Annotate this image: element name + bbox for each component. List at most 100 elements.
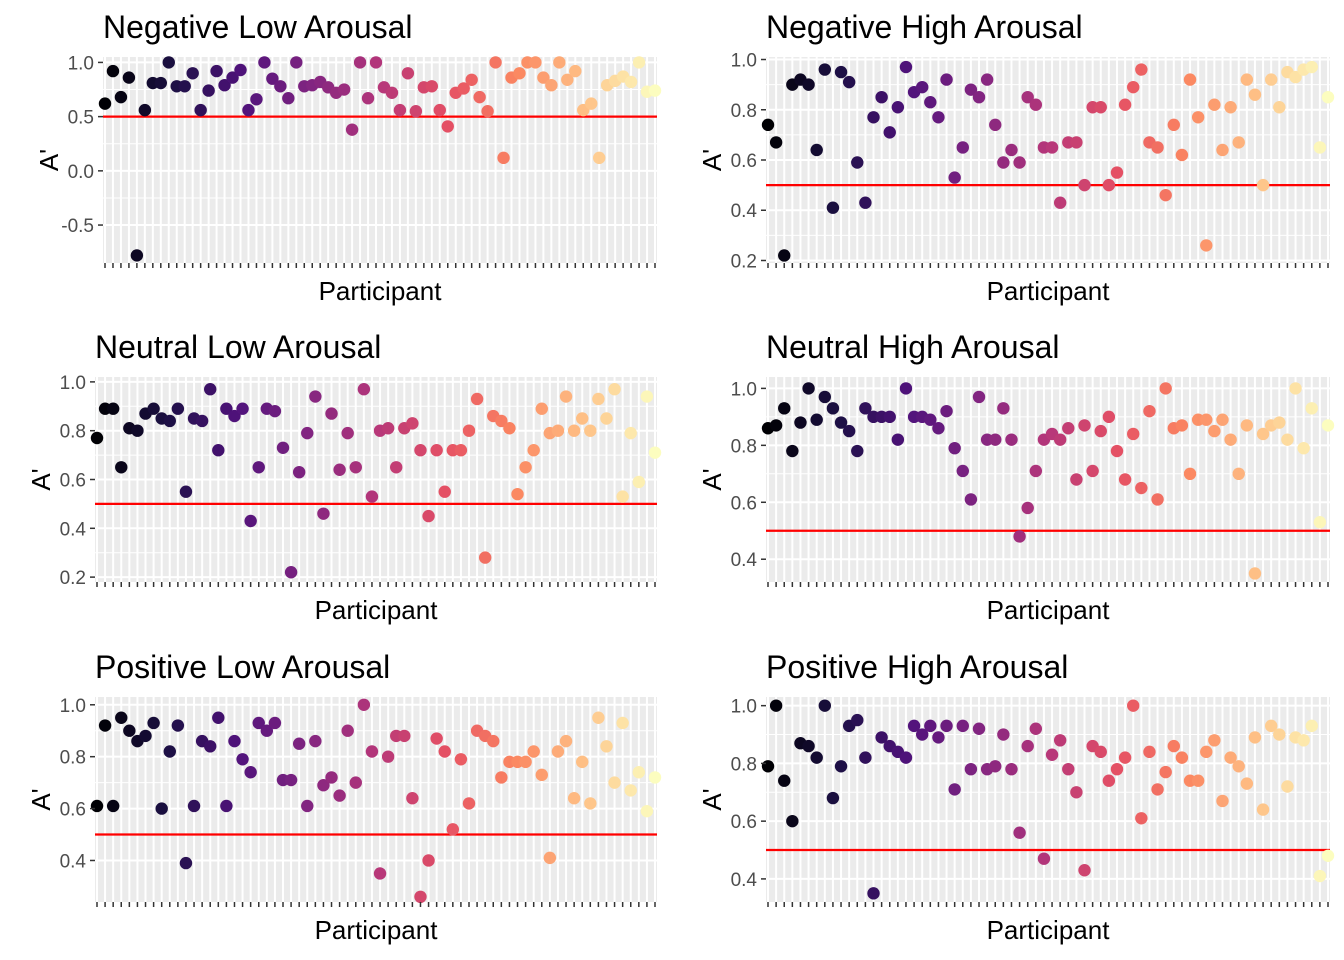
data-point [1013, 826, 1026, 839]
data-point [818, 390, 832, 404]
data-point [899, 60, 913, 74]
data-point [1127, 699, 1140, 712]
data-point [576, 412, 589, 425]
data-point [924, 719, 937, 733]
data-point [527, 444, 540, 457]
x-axis-label: Participant [315, 915, 439, 945]
data-point [1062, 422, 1075, 435]
data-point [90, 431, 104, 445]
data-point [349, 461, 362, 474]
data-point [106, 64, 120, 78]
y-tick-label: 0.2 [60, 568, 86, 589]
data-point [284, 773, 298, 787]
data-point [624, 75, 638, 89]
data-point [290, 56, 303, 69]
data-point [1273, 416, 1286, 429]
data-point [924, 96, 937, 109]
data-point [171, 402, 185, 415]
data-point [1135, 812, 1148, 825]
data-point [948, 171, 961, 184]
data-point [252, 716, 265, 730]
data-point [1208, 424, 1221, 438]
data-point [851, 156, 864, 169]
data-point [1281, 780, 1294, 793]
data-point [365, 490, 379, 503]
data-point [778, 249, 791, 262]
data-point [1151, 493, 1164, 506]
data-point [535, 402, 548, 415]
data-point [924, 413, 937, 426]
data-point [1005, 433, 1018, 446]
data-point [430, 444, 443, 457]
data-point [1005, 762, 1018, 776]
data-point [778, 774, 791, 787]
data-point [567, 792, 581, 805]
data-point [155, 802, 168, 815]
data-point [385, 86, 399, 99]
data-point [769, 699, 783, 712]
data-point [956, 141, 969, 154]
data-point [274, 80, 287, 93]
data-point [195, 414, 209, 428]
data-point [551, 745, 565, 758]
y-tick-label: 0.5 [68, 108, 94, 129]
data-point [282, 92, 295, 105]
data-point [916, 80, 929, 94]
data-point [810, 751, 823, 764]
data-point [438, 745, 451, 758]
data-point [1183, 467, 1197, 481]
data-point [115, 711, 128, 724]
data-point [406, 417, 419, 430]
data-point [481, 105, 494, 118]
data-point [337, 83, 351, 96]
data-point [1167, 739, 1180, 753]
y-tick-label: 0.8 [731, 101, 757, 122]
data-point [106, 799, 120, 813]
data-point [365, 745, 379, 758]
data-point [228, 734, 241, 748]
data-point [349, 776, 362, 789]
data-point [997, 156, 1010, 169]
data-point [592, 711, 605, 724]
data-point [1264, 719, 1278, 733]
data-point [236, 402, 249, 415]
data-point [1029, 722, 1043, 735]
panel-title: Neutral High Arousal [766, 329, 1059, 365]
data-point [1110, 444, 1124, 458]
data-point [972, 90, 986, 104]
data-point [608, 776, 621, 789]
data-point [593, 151, 606, 165]
data-point [600, 740, 613, 753]
data-point [535, 768, 548, 782]
data-point [608, 383, 621, 396]
data-point [810, 143, 823, 157]
data-point [454, 444, 468, 457]
panel-title: Negative High Arousal [766, 9, 1083, 45]
data-point [409, 105, 423, 118]
data-point [373, 867, 387, 880]
data-point [1200, 239, 1213, 252]
data-point [1159, 765, 1172, 779]
data-point [90, 799, 104, 813]
data-point [875, 731, 888, 744]
panel-2: 0.2 0.4 0.6 0.8 1.0 Negative High Arousal Part… [697, 9, 1335, 306]
data-point [1305, 60, 1318, 74]
data-point [584, 424, 597, 437]
panel-6: 0.4 0.6 0.8 1.0 Positive High Arousal Partici… [697, 649, 1335, 945]
data-point [1013, 530, 1026, 543]
data-point [473, 90, 486, 104]
data-point [1240, 73, 1254, 86]
data-point [1078, 178, 1091, 192]
data-point [353, 56, 367, 69]
data-point [276, 441, 290, 454]
data-point [1070, 136, 1083, 149]
panel-title: Neutral Low Arousal [95, 329, 381, 365]
data-point [1151, 783, 1164, 796]
data-point [818, 63, 832, 76]
y-tick-label: -0.5 [61, 216, 94, 237]
data-point [1135, 63, 1148, 76]
y-tick-label: 1.0 [731, 379, 757, 400]
data-point [202, 84, 215, 97]
data-point [891, 433, 905, 446]
